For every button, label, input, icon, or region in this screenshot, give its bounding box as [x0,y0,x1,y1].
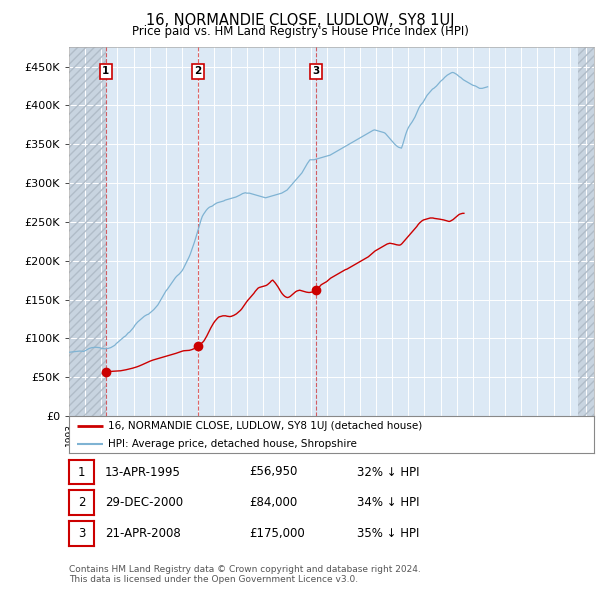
Text: 16, NORMANDIE CLOSE, LUDLOW, SY8 1UJ: 16, NORMANDIE CLOSE, LUDLOW, SY8 1UJ [146,13,454,28]
Bar [578,47,594,416]
Text: 1: 1 [102,66,109,76]
Text: 3: 3 [313,66,320,76]
Bar [69,47,106,416]
Text: £84,000: £84,000 [249,496,297,509]
Text: 32% ↓ HPI: 32% ↓ HPI [357,466,419,478]
Text: Contains HM Land Registry data © Crown copyright and database right 2024.: Contains HM Land Registry data © Crown c… [69,565,421,573]
Text: 16, NORMANDIE CLOSE, LUDLOW, SY8 1UJ (detached house): 16, NORMANDIE CLOSE, LUDLOW, SY8 1UJ (de… [109,421,422,431]
Text: 2: 2 [194,66,202,76]
Text: 21-APR-2008: 21-APR-2008 [105,527,181,540]
Text: 35% ↓ HPI: 35% ↓ HPI [357,527,419,540]
Text: 3: 3 [78,527,85,540]
Bar [69,47,106,416]
Text: Price paid vs. HM Land Registry's House Price Index (HPI): Price paid vs. HM Land Registry's House … [131,25,469,38]
Text: HPI: Average price, detached house, Shropshire: HPI: Average price, detached house, Shro… [109,439,357,449]
Text: 1: 1 [78,466,85,478]
Bar [578,47,594,416]
Text: 29-DEC-2000: 29-DEC-2000 [105,496,183,509]
Text: £56,950: £56,950 [249,466,298,478]
Text: 2: 2 [78,496,85,509]
Text: £175,000: £175,000 [249,527,305,540]
Text: This data is licensed under the Open Government Licence v3.0.: This data is licensed under the Open Gov… [69,575,358,584]
Text: 34% ↓ HPI: 34% ↓ HPI [357,496,419,509]
Text: 13-APR-1995: 13-APR-1995 [105,466,181,478]
